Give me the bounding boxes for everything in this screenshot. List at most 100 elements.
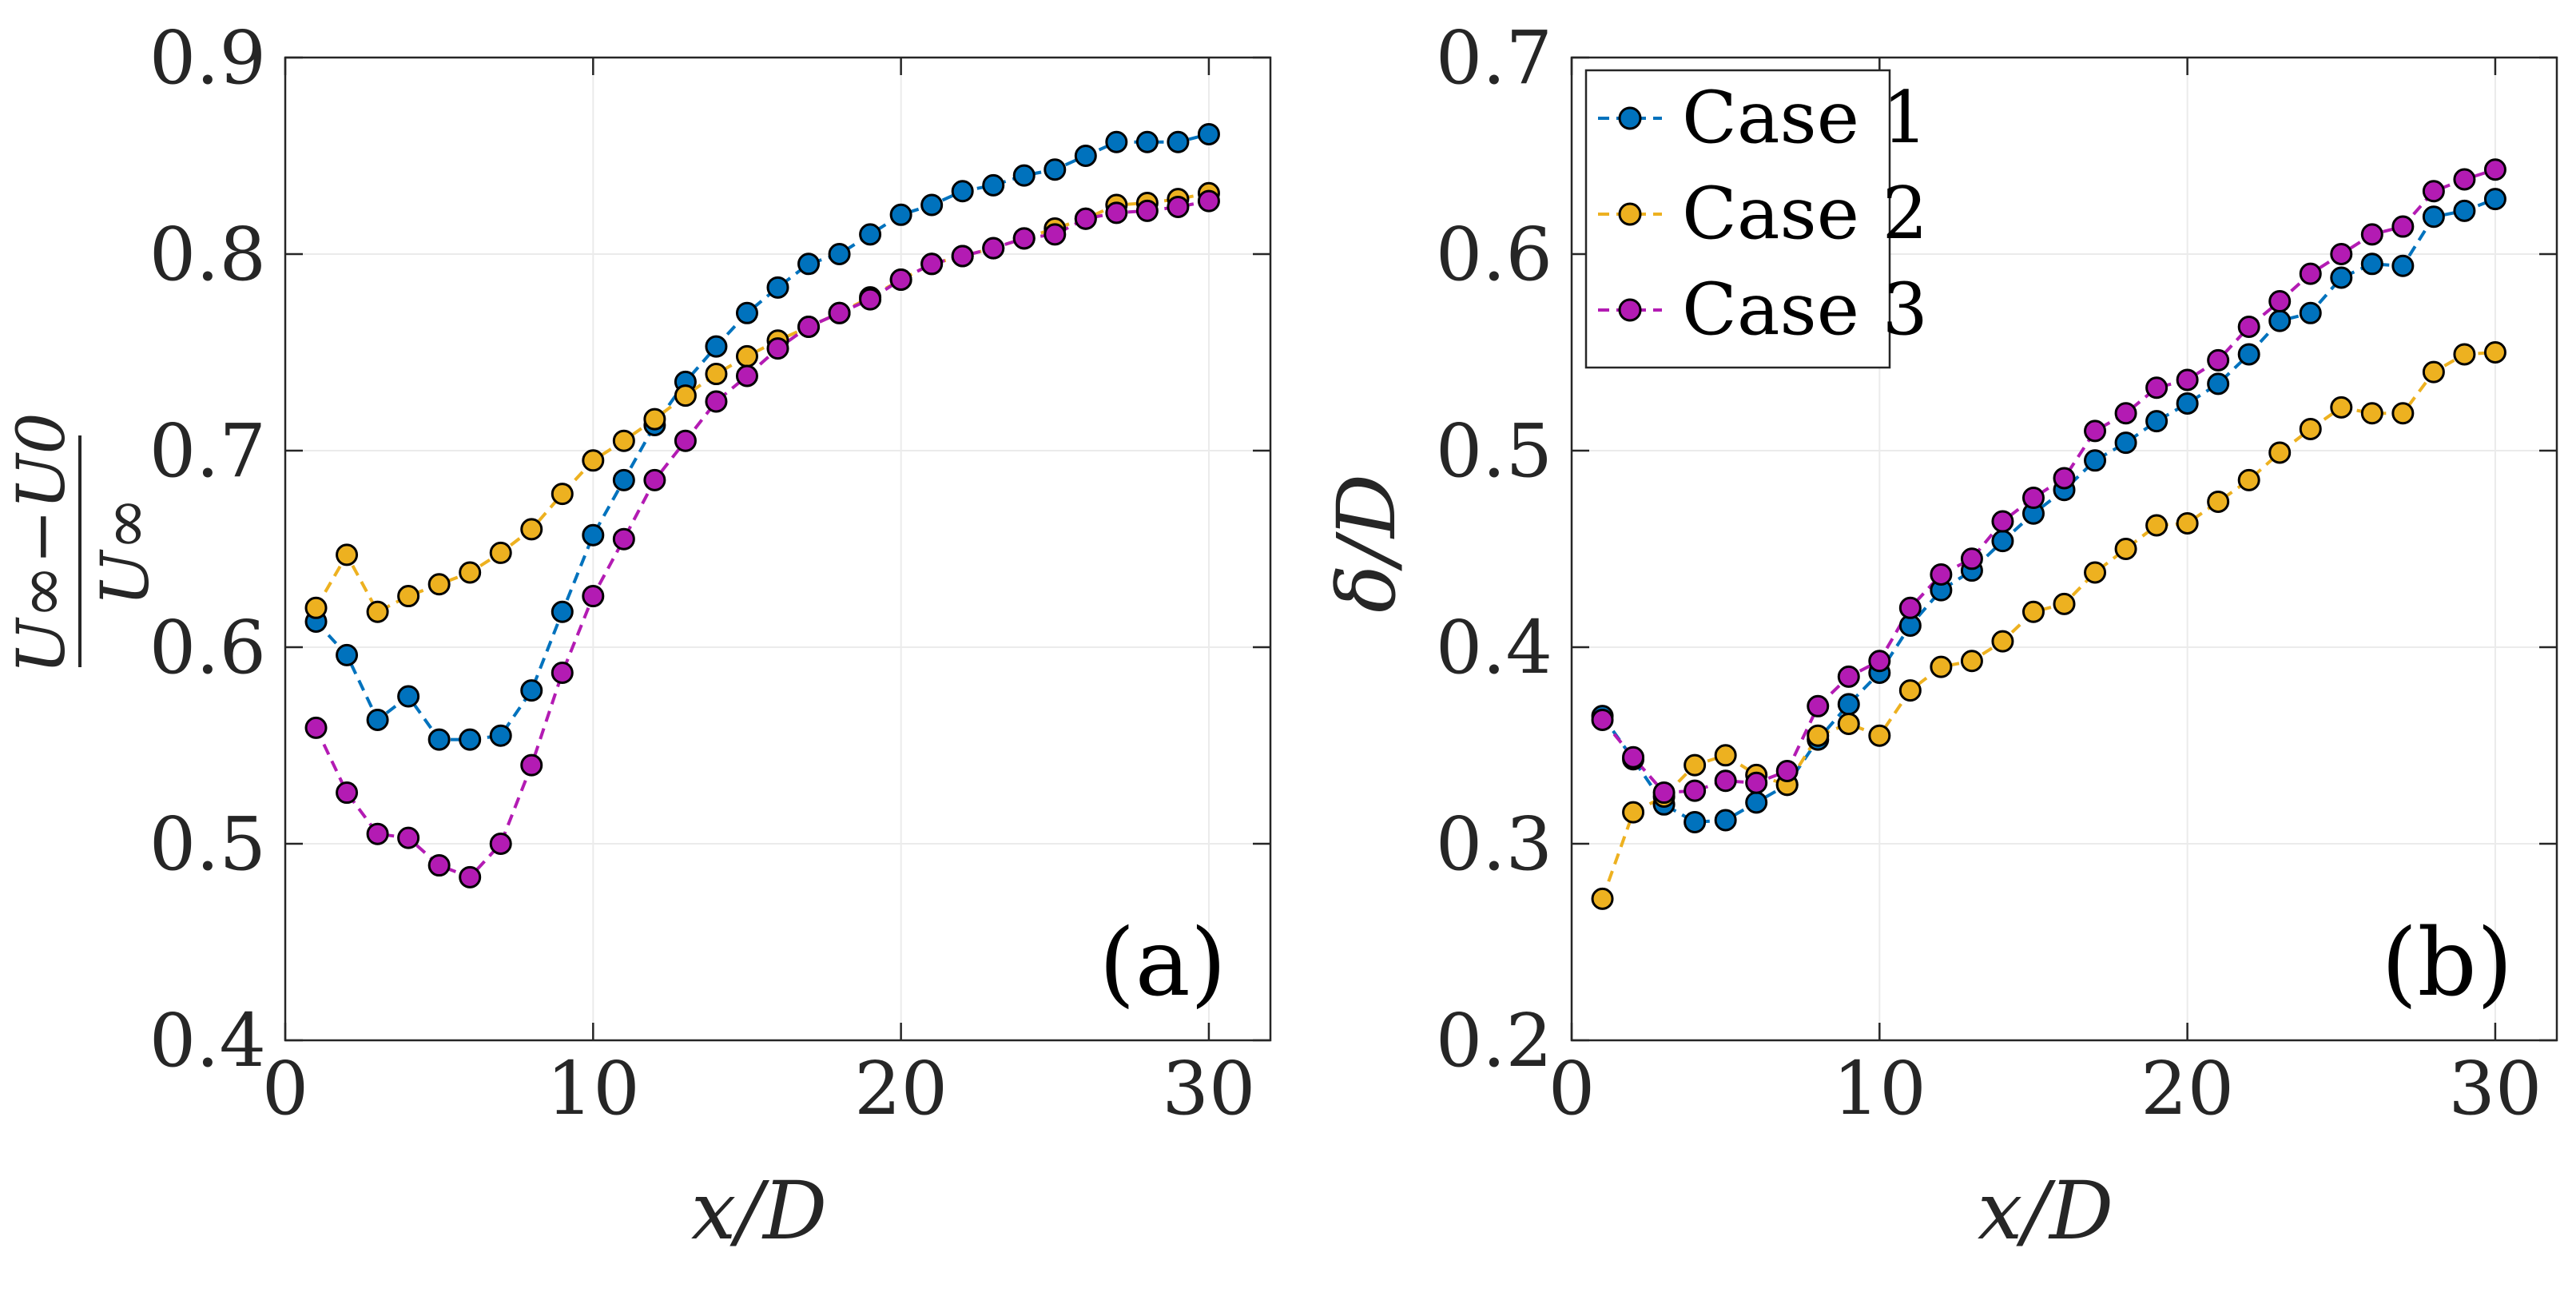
panel-a-point-case-3-x28 xyxy=(1135,199,1159,222)
panel-b-point-case-2-x13 xyxy=(1960,650,1983,673)
panel-b-point-case-3-x6 xyxy=(1745,771,1768,794)
panel-a-point-case-3-x7 xyxy=(489,833,512,855)
panel-b-point-case-2-x2 xyxy=(1622,801,1645,824)
panel-a-label: (a) xyxy=(1099,909,1226,1017)
panel-b-point-case-3-x21 xyxy=(2207,348,2230,372)
panel-b-point-case-1-x26 xyxy=(2360,252,2383,276)
panel-b-ticks: 0 10 20 30 0.2 0.3 0.4 0.5 0.6 0.7 xyxy=(1436,15,2557,1131)
panel-a-point-case-1-x9 xyxy=(551,600,574,623)
panel-b-point-case-3-x12 xyxy=(1930,563,1953,586)
legend-entry-case-2: Case 2 xyxy=(1598,172,1928,256)
panel-a-point-case-3-x25 xyxy=(1044,223,1067,246)
panel-a-point-case-3-x2 xyxy=(336,781,359,805)
panel-a-point-case-3-x29 xyxy=(1167,195,1190,218)
panel-a-point-case-3-x9 xyxy=(551,661,574,684)
panel-b-point-case-1-x14 xyxy=(1991,530,2014,553)
panel-b-series xyxy=(1591,158,2506,910)
panel-a-point-case-1-x17 xyxy=(797,252,821,276)
panel-b-point-case-1-x19 xyxy=(2145,410,2169,433)
panel-b-point-case-2-x26 xyxy=(2360,402,2383,425)
panel-b-xtick-label-10: 10 xyxy=(1833,1046,1926,1131)
panel-a: 0 10 20 30 0.4 0.5 0.6 0.7 0.8 0.9 (a) x/D U∞−U0 … xyxy=(4,15,1272,1258)
panel-b-point-case-1-x21 xyxy=(2207,372,2230,396)
legend-label-case-1: Case 1 xyxy=(1682,76,1928,160)
panel-b-point-case-3-x29 xyxy=(2453,168,2476,191)
panel-b-point-case-3-x10 xyxy=(1868,650,1891,673)
panel-b-point-case-1-x17 xyxy=(2084,449,2107,472)
panel-b-point-case-2-x5 xyxy=(1714,744,1737,767)
panel-a-point-case-2-x8 xyxy=(520,518,543,541)
panel-b-ylabel: δ/D xyxy=(1320,474,1413,613)
legend-marker-case-3 xyxy=(1618,298,1642,322)
panel-b-point-case-2-x10 xyxy=(1868,724,1891,747)
panel-b-point-case-1-x5 xyxy=(1714,809,1737,832)
panel-a-point-case-2-x9 xyxy=(551,483,574,506)
panel-b: 0 10 20 30 0.2 0.3 0.4 0.5 0.6 0.7 (b) x/D δ/D xyxy=(1320,15,2558,1258)
panel-b-point-case-2-x20 xyxy=(2176,512,2199,535)
panel-a-point-case-1-x14 xyxy=(705,335,728,358)
panel-a-point-case-1-x18 xyxy=(828,243,851,265)
panel-a-xtick-label-0: 0 xyxy=(262,1046,309,1131)
panel-b-point-case-3-x19 xyxy=(2145,376,2169,400)
panel-a-ylabel: U∞−U0 U∞ xyxy=(4,412,164,674)
panel-a-point-case-1-x5 xyxy=(427,728,451,751)
panel-b-xtick-label-20: 20 xyxy=(2141,1046,2234,1131)
panel-a-point-case-2-x12 xyxy=(643,407,666,431)
panel-a-point-case-2-x6 xyxy=(459,561,482,584)
panel-a-point-case-2-x2 xyxy=(336,543,359,566)
panel-b-point-case-3-x15 xyxy=(2021,487,2045,510)
panel-a-ytick-label-0.4: 0.4 xyxy=(149,998,266,1083)
panel-a-point-case-3-x4 xyxy=(397,826,420,849)
panel-a-point-case-2-x7 xyxy=(489,541,512,564)
legend-entry-case-3: Case 3 xyxy=(1598,268,1928,352)
panel-a-point-case-3-x26 xyxy=(1074,207,1097,230)
panel-a-point-case-3-x27 xyxy=(1105,201,1128,225)
legend-label-case-2: Case 2 xyxy=(1682,172,1928,256)
panel-a-xtick-label-10: 10 xyxy=(547,1046,640,1131)
panel-a-point-case-1-x3 xyxy=(366,709,389,732)
panel-a-point-case-3-x30 xyxy=(1197,189,1220,213)
panel-a-ylabel-denominator: U∞ xyxy=(88,496,164,606)
panel-b-ytick-label-0.2: 0.2 xyxy=(1436,998,1552,1083)
panel-b-point-case-3-x20 xyxy=(2176,368,2199,392)
legend-marker-case-2 xyxy=(1618,202,1642,226)
panel-a-point-case-1-x11 xyxy=(612,468,635,491)
panel-b-point-case-2-x21 xyxy=(2207,490,2230,513)
panel-b-point-case-3-x24 xyxy=(2299,262,2322,285)
panel-b-point-case-2-x8 xyxy=(1807,724,1830,747)
panel-a-point-case-1-x22 xyxy=(951,180,974,203)
panel-a-point-case-3-x3 xyxy=(366,822,389,845)
panel-a-series xyxy=(304,122,1220,888)
panel-a-point-case-3-x19 xyxy=(859,288,882,311)
panel-a-point-case-1-x27 xyxy=(1105,130,1128,153)
panel-a-point-case-3-x23 xyxy=(982,237,1005,260)
panel-b-point-case-2-x9 xyxy=(1837,712,1860,735)
panel-a-ytick-label-0.8: 0.8 xyxy=(149,212,266,297)
panel-a-point-case-3-x18 xyxy=(828,301,851,324)
panel-b-point-case-3-x26 xyxy=(2360,223,2383,246)
panel-a-point-case-3-x16 xyxy=(766,337,789,360)
panel-b-point-case-3-x1 xyxy=(1591,709,1614,732)
panel-b-point-case-1-x30 xyxy=(2483,188,2506,211)
panel-b-point-case-2-x15 xyxy=(2021,600,2045,623)
panel-a-point-case-2-x5 xyxy=(427,573,451,596)
panel-a-point-case-3-x21 xyxy=(920,252,944,276)
panel-b-ytick-label-0.3: 0.3 xyxy=(1436,801,1552,887)
panel-a-point-case-1-x15 xyxy=(735,301,758,324)
panel-a-point-case-1-x28 xyxy=(1135,130,1159,153)
panel-b-xtick-label-30: 30 xyxy=(2448,1046,2542,1131)
panel-a-point-case-1-x21 xyxy=(920,193,944,217)
panel-b-point-case-2-x29 xyxy=(2453,343,2476,366)
legend-marker-case-1 xyxy=(1618,106,1642,130)
panel-a-point-case-3-x5 xyxy=(427,854,451,877)
panel-b-point-case-1-x25 xyxy=(2330,266,2353,289)
panel-a-ylabel-numerator: U∞−U0 xyxy=(4,412,80,674)
panel-b-point-case-3-x23 xyxy=(2268,290,2292,313)
panel-b-point-case-3-x28 xyxy=(2422,180,2445,203)
panel-b-point-case-3-x25 xyxy=(2330,243,2353,265)
panel-a-point-case-2-x1 xyxy=(304,596,328,619)
panel-b-point-case-2-x17 xyxy=(2084,561,2107,584)
panel-b-point-case-3-x17 xyxy=(2084,419,2107,443)
panel-b-point-case-3-x11 xyxy=(1898,596,1922,619)
panel-b-point-case-1-x27 xyxy=(2391,254,2415,277)
